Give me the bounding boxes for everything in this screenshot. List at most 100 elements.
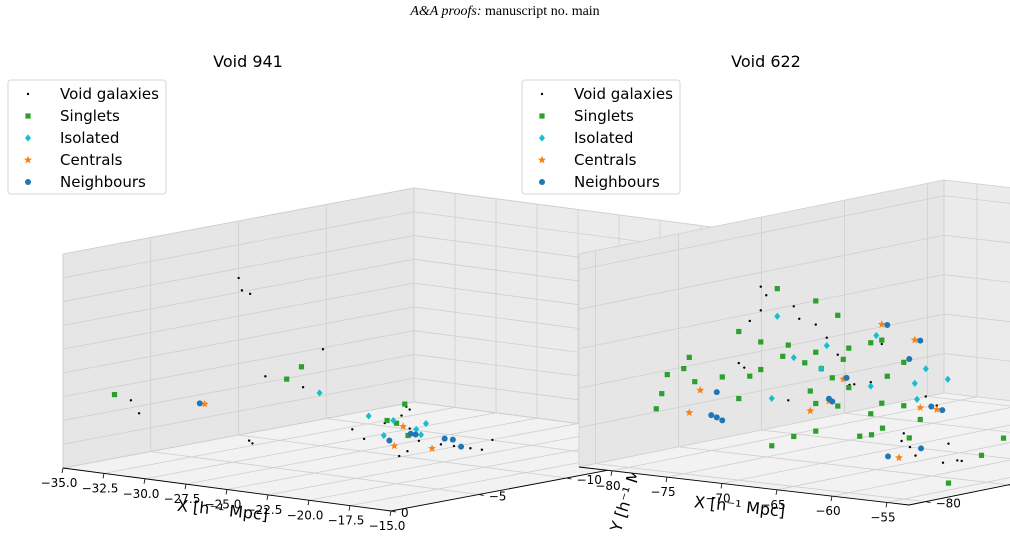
data-point [393, 420, 400, 426]
data-point [913, 395, 920, 403]
data-point [200, 399, 209, 408]
legend-marker [25, 179, 31, 185]
data-point [960, 459, 963, 463]
x-tick-label: −27.5 [164, 492, 201, 506]
legend-entry: Centrals [60, 151, 123, 169]
z-gridline [578, 234, 1010, 310]
y-tick [1008, 484, 1010, 486]
data-point [906, 435, 912, 441]
data-point [759, 309, 762, 312]
data-point [713, 414, 720, 421]
data-point [924, 395, 927, 398]
data-point [758, 339, 764, 345]
data-point [774, 312, 781, 320]
x-tick [143, 478, 146, 484]
data-point [829, 375, 835, 381]
data-point [196, 400, 203, 407]
data-point [407, 430, 414, 437]
data-point [947, 442, 950, 445]
legend-marker [538, 155, 546, 164]
x-gridline [666, 407, 1010, 478]
data-point [813, 400, 819, 407]
y-gridline [927, 183, 1010, 407]
series-isolated [316, 389, 429, 440]
legend-entry: Isolated [60, 129, 119, 147]
y-gridline [844, 200, 1010, 433]
y-tick-label: −10 [577, 473, 602, 487]
legend-marker [24, 155, 32, 164]
data-point [900, 439, 903, 443]
x-tick-label: −32.5 [82, 481, 119, 495]
data-point [813, 298, 819, 304]
data-point [901, 359, 907, 365]
z-gridline [578, 353, 1010, 428]
chart-title: Void 941 [213, 52, 283, 71]
x-tick [830, 496, 833, 502]
data-point [748, 319, 751, 323]
data-point [659, 391, 665, 397]
data-point [417, 439, 421, 443]
data-point [807, 388, 813, 394]
data-point [918, 445, 924, 452]
series-neighbours [708, 321, 946, 460]
data-point [402, 401, 408, 407]
z-gridline [578, 195, 1010, 271]
x-gridline [831, 459, 1010, 497]
x-tick-label: −25.0 [205, 498, 242, 512]
data-point [408, 408, 411, 411]
x-tick [266, 494, 269, 500]
data-point [251, 442, 254, 445]
data-point [846, 384, 852, 391]
data-point [829, 398, 836, 405]
data-point [747, 373, 753, 379]
y-tick [566, 477, 572, 480]
data-point [439, 443, 443, 446]
data-point [941, 461, 945, 464]
legend-marker [26, 92, 30, 96]
legend-marker [540, 92, 544, 96]
data-point [868, 411, 874, 417]
data-point [823, 341, 830, 350]
x-tick [102, 473, 105, 479]
data-point [911, 379, 918, 387]
data-point [406, 450, 409, 453]
x-axis-label: X [h⁻¹ Mpc] [176, 496, 269, 524]
data-point [713, 389, 720, 396]
data-point [758, 366, 764, 373]
data-point [441, 435, 448, 442]
data-point [384, 417, 390, 424]
legend: Void galaxies Singlets Isolated Centrals Nei… [521, 79, 681, 195]
data-point [719, 374, 725, 380]
data-point [956, 459, 959, 462]
z-gridline [62, 187, 743, 255]
y-tick-label: 0 [401, 506, 409, 520]
data-point [825, 336, 828, 339]
legend-box [7, 79, 167, 195]
data-point [839, 374, 848, 383]
x-tick-label: −15.0 [369, 519, 406, 533]
x-axis-label: X [h⁻¹ Mpc] [693, 492, 786, 520]
data-point [846, 345, 852, 351]
x-tick [184, 484, 187, 490]
data-point [939, 407, 946, 414]
legend-box [521, 79, 681, 195]
legend-marker [25, 134, 31, 142]
data-point [664, 371, 670, 378]
data-point [785, 342, 791, 348]
data-point [978, 452, 985, 458]
data-point [814, 323, 817, 326]
data-point [780, 353, 786, 359]
legend-entry: Singlets [60, 107, 120, 125]
data-point [247, 439, 251, 442]
legend-marker [539, 179, 545, 185]
data-point [806, 406, 815, 415]
data-point [908, 445, 912, 449]
data-point [765, 294, 768, 297]
x-tick-label: −20.0 [287, 508, 324, 522]
void-622-plot: −80−75−70−65−60−55−80−85−90−95−100202530… [521, 52, 1010, 524]
y-tick [925, 501, 931, 504]
x-tick [348, 505, 351, 511]
x-tick [307, 500, 310, 506]
legend-marker [25, 113, 31, 119]
data-point [316, 389, 323, 397]
